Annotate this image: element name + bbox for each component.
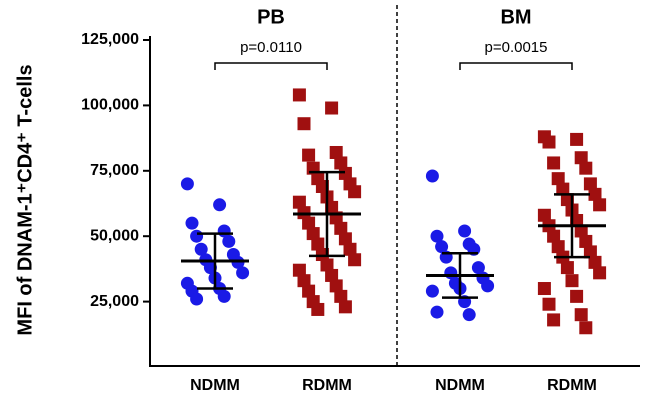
data-point bbox=[430, 229, 444, 243]
y-tick-label: 125,000 bbox=[81, 31, 139, 48]
data-point bbox=[320, 258, 334, 272]
data-point bbox=[292, 88, 306, 102]
data-point bbox=[325, 268, 339, 282]
data-point bbox=[329, 145, 343, 159]
data-point bbox=[560, 193, 574, 207]
y-tick-label: 100,000 bbox=[81, 97, 139, 114]
data-point bbox=[334, 156, 348, 170]
y-tick-label: 25,000 bbox=[90, 293, 139, 310]
data-point bbox=[588, 187, 602, 201]
data-point bbox=[315, 248, 329, 262]
data-point bbox=[292, 263, 306, 277]
data-point bbox=[338, 300, 352, 314]
p-value: p=0.0015 bbox=[485, 39, 548, 56]
data-point bbox=[583, 245, 597, 259]
data-point bbox=[185, 216, 199, 230]
data-point bbox=[471, 261, 485, 275]
data-point bbox=[593, 266, 607, 280]
y-tick-label: 50,000 bbox=[90, 227, 139, 244]
data-point bbox=[570, 214, 584, 228]
data-point bbox=[190, 229, 204, 243]
data-point bbox=[334, 221, 348, 235]
data-point bbox=[311, 302, 325, 316]
data-point bbox=[583, 177, 597, 191]
x-tick-label: NDMM bbox=[190, 377, 240, 394]
data-point bbox=[551, 240, 565, 254]
data-point bbox=[542, 297, 556, 311]
x-tick-label: NDMM bbox=[435, 377, 485, 394]
data-point bbox=[306, 227, 320, 241]
data-point bbox=[556, 182, 570, 196]
data-point bbox=[297, 274, 311, 288]
data-point bbox=[574, 224, 588, 238]
data-point bbox=[194, 242, 208, 256]
data-point bbox=[574, 151, 588, 165]
data-point bbox=[217, 289, 231, 303]
data-point bbox=[560, 261, 574, 275]
data-point bbox=[315, 179, 329, 193]
data-point bbox=[348, 185, 362, 199]
data-point bbox=[180, 177, 194, 191]
data-point bbox=[537, 208, 551, 222]
data-point bbox=[302, 284, 316, 298]
data-point bbox=[593, 198, 607, 212]
data-point bbox=[425, 284, 439, 298]
y-tick-label: 75,000 bbox=[90, 162, 139, 179]
data-point bbox=[348, 253, 362, 267]
data-point bbox=[190, 292, 204, 306]
data-point bbox=[302, 216, 316, 230]
data-point bbox=[547, 156, 561, 170]
x-tick-label: RDMM bbox=[302, 377, 352, 394]
data-point bbox=[338, 166, 352, 180]
data-point bbox=[570, 132, 584, 146]
data-point bbox=[430, 305, 444, 319]
data-point bbox=[338, 232, 352, 246]
data-point bbox=[329, 279, 343, 293]
panel-title: BM bbox=[500, 6, 531, 28]
data-point bbox=[565, 274, 579, 288]
data-point bbox=[458, 224, 472, 238]
data-point bbox=[570, 289, 584, 303]
data-point bbox=[588, 255, 602, 269]
data-point bbox=[302, 148, 316, 162]
data-point bbox=[579, 161, 593, 175]
data-point bbox=[203, 261, 217, 275]
data-point bbox=[537, 282, 551, 296]
data-point bbox=[481, 279, 495, 293]
data-point bbox=[343, 242, 357, 256]
p-value: p=0.0110 bbox=[240, 39, 302, 56]
data-point bbox=[542, 135, 556, 149]
panel-title: PB bbox=[257, 6, 285, 28]
significance-bracket bbox=[214, 62, 328, 70]
data-point bbox=[222, 234, 236, 248]
data-point bbox=[334, 289, 348, 303]
data-point bbox=[574, 308, 588, 322]
x-tick-label: RDMM bbox=[547, 377, 597, 394]
data-point bbox=[311, 237, 325, 251]
data-point bbox=[435, 240, 449, 254]
data-point bbox=[551, 172, 565, 186]
data-point bbox=[236, 266, 250, 280]
data-point bbox=[292, 195, 306, 209]
data-point bbox=[547, 313, 561, 327]
data-point bbox=[462, 308, 476, 322]
y-axis-label: MFI of DNAM-1⁺CD4⁺ T-cells bbox=[14, 64, 36, 335]
data-point bbox=[425, 169, 439, 183]
data-point bbox=[325, 200, 339, 214]
data-point bbox=[547, 229, 561, 243]
data-point bbox=[297, 117, 311, 131]
data-point bbox=[579, 321, 593, 335]
significance-bracket bbox=[459, 62, 573, 70]
data-point bbox=[213, 198, 227, 212]
data-point bbox=[579, 234, 593, 248]
data-point bbox=[325, 101, 339, 115]
